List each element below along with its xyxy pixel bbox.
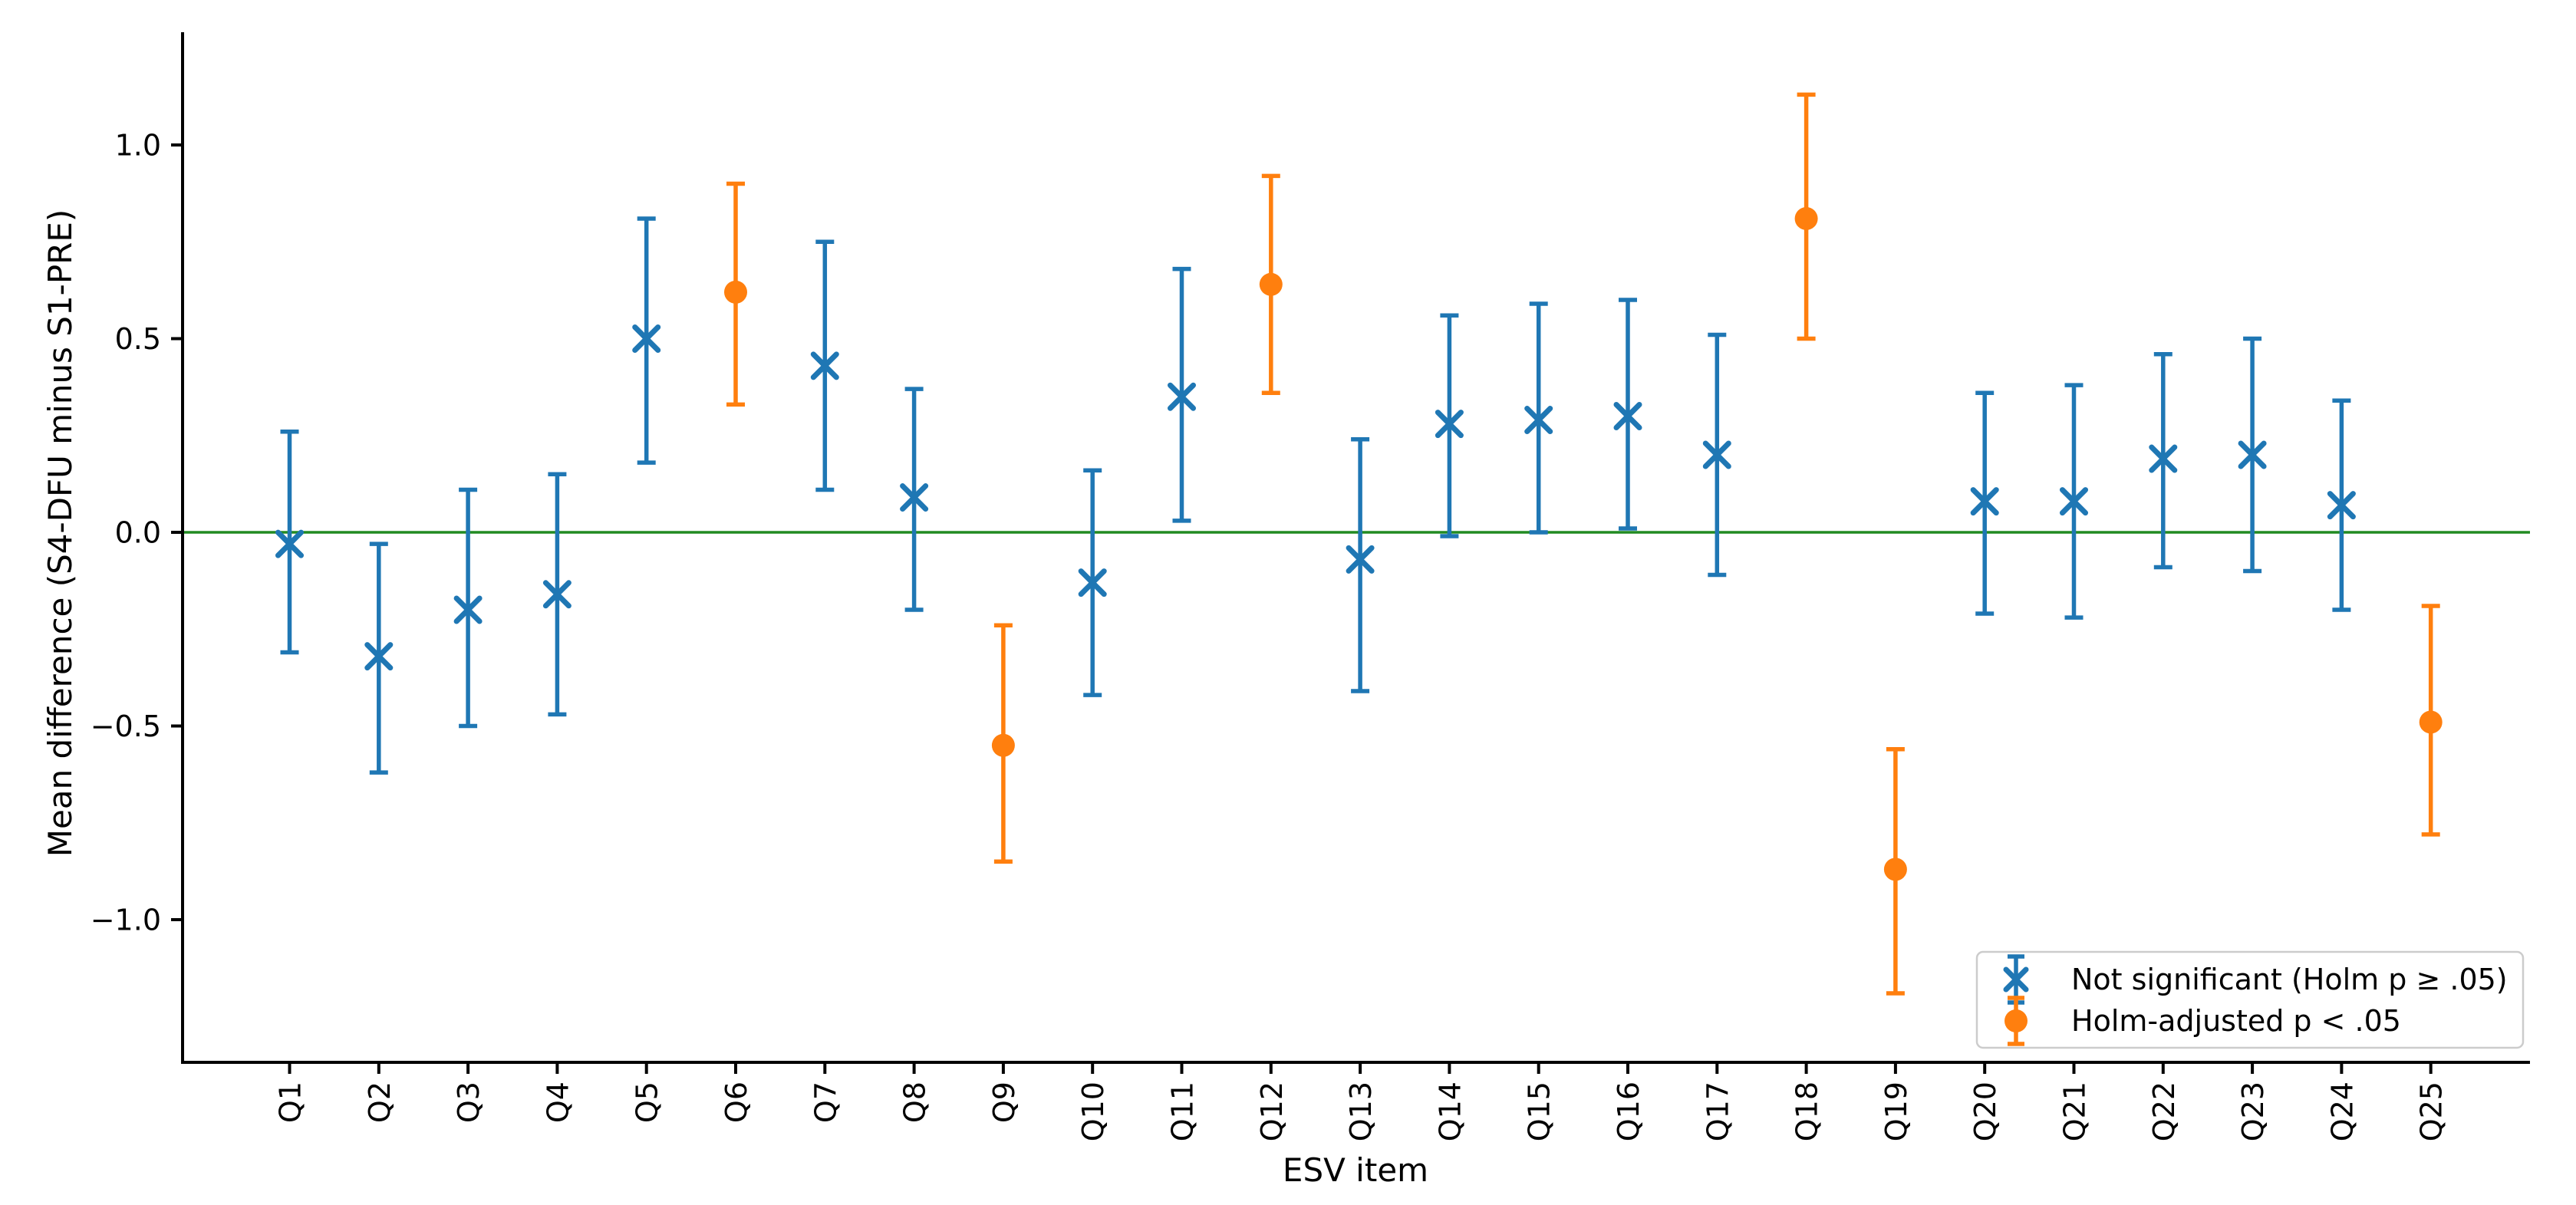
x-tick-label: Q12 [1255,1082,1289,1141]
mean-marker-x [2327,491,2356,520]
errorbar-q21 [2060,383,2088,620]
errorbar-q12 [1259,173,1283,395]
errorbar-q8 [900,387,929,612]
errorbar-q6 [724,181,747,407]
mean-marker-x [542,580,572,609]
x-tick-label: Q15 [1523,1082,1556,1141]
errorbar-q9 [991,623,1015,864]
mean-marker-x [2060,487,2088,516]
y-tick-label: 0.5 [115,322,161,356]
errorbar-q5 [632,216,661,465]
x-tick-label: Q19 [1879,1082,1913,1141]
x-tick-label: Q2 [363,1082,397,1123]
legend-label-not-significant: Not significant (Holm p ≥ .05) [2071,963,2508,996]
errorbar-q2 [364,542,394,775]
x-tick-label: Q17 [1701,1082,1734,1141]
mean-marker-x [1435,410,1464,439]
x-tick-label: Q4 [541,1082,575,1123]
y-axis-ticks: 1.0 0.5 0.0 −0.5 −1.0 [91,129,183,937]
x-tick-label: Q1 [274,1082,308,1123]
x-tick-label: Q6 [720,1082,753,1123]
errorbar-q1 [275,429,304,655]
errorbar-q10 [1078,468,1107,697]
x-tick-label: Q5 [631,1082,664,1123]
errorbar-q17 [1702,332,1731,578]
errorbar-q3 [453,487,483,729]
x-tick-label: Q24 [2325,1082,2359,1141]
y-tick-label: −1.0 [91,904,161,937]
errorbar-q15 [1524,301,1553,535]
mean-marker-x [810,351,839,380]
x-tick-label: Q14 [1433,1082,1467,1141]
mean-marker-circle [2419,710,2443,734]
errorbar-q19 [1883,747,1907,996]
mean-marker-x [2238,440,2267,469]
y-tick-label: 0.0 [115,516,161,550]
errorbar-q20 [1970,390,1999,616]
x-tick-label: Q25 [2415,1082,2449,1141]
errorbar-q13 [1346,437,1375,693]
legend-marker-significant-icon [2004,996,2028,1046]
y-tick-label: 1.0 [115,129,161,163]
x-axis-ticks: Q1 Q2 Q3 Q4 Q5 Q6 Q7 Q8 Q9 Q10 Q11 Q12 Q13 Q14 Q15 Q16 Q… [274,1062,2449,1141]
mean-marker-circle [1794,206,1818,230]
mean-marker-x [1346,545,1375,574]
errorbar-q24 [2327,398,2356,612]
x-tick-label: Q13 [1344,1082,1378,1141]
legend-label-significant: Holm-adjusted p < .05 [2071,1004,2401,1038]
mean-marker-x [1168,382,1196,411]
y-axis-title: Mean difference (S4-DFU minus S1-PRE) [41,209,79,858]
mean-marker-x [364,642,394,671]
errorbar-q18 [1794,92,1818,341]
y-tick-label: −0.5 [91,710,161,743]
x-tick-label: Q21 [2058,1082,2092,1141]
x-tick-label: Q16 [1612,1082,1645,1141]
mean-marker-x [453,595,483,624]
x-tick-label: Q7 [809,1082,842,1123]
mean-marker-x [1524,406,1553,435]
x-tick-label: Q11 [1166,1082,1200,1141]
mean-marker-x [1970,487,1999,516]
mean-marker-circle [724,280,747,304]
mean-marker-circle [1259,272,1283,296]
x-tick-label: Q22 [2147,1082,2181,1141]
mean-marker-x [632,324,661,353]
legend-marker-not-significant-icon [2003,954,2029,1005]
mean-marker-circle [1883,858,1907,881]
errorbar-q7 [810,239,839,492]
x-tick-label: Q10 [1076,1082,1110,1141]
x-tick-label: Q18 [1790,1082,1824,1141]
errorbar-q11 [1168,266,1196,523]
x-tick-label: Q8 [898,1082,932,1123]
x-tick-label: Q20 [1968,1082,2002,1141]
x-axis-title: ESV item [1283,1151,1428,1189]
x-tick-label: Q3 [452,1082,486,1123]
errorbar-q23 [2238,336,2267,574]
mean-marker-x [275,529,304,558]
errorbar-series [275,92,2443,996]
errorbar-q16 [1613,298,1642,531]
mean-marker-x [1078,568,1107,598]
mean-marker-x [2149,444,2178,473]
errorbar-q22 [2149,351,2178,570]
legend-box [1975,950,2525,1049]
x-tick-label: Q9 [987,1082,1021,1123]
x-tick-label: Q23 [2236,1082,2270,1141]
mean-marker-x [900,483,929,512]
mean-marker-x [1613,402,1642,430]
errorbar-q25 [2419,604,2443,837]
errorbar-q14 [1435,313,1464,538]
legend: Not significant (Holm p ≥ .05) Holm-adju… [1975,950,2525,1049]
mean-marker-circle [991,733,1015,757]
errorbar-q4 [542,472,572,717]
mean-marker-x [1702,440,1731,469]
